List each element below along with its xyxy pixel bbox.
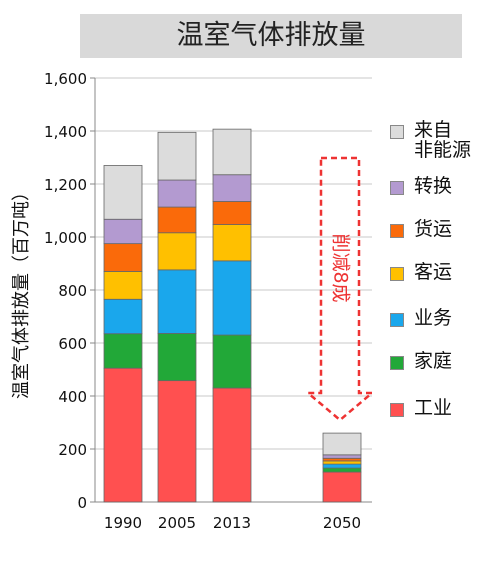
bar-segment — [212, 201, 252, 225]
bar-segment — [157, 269, 197, 334]
bar-segment — [212, 224, 252, 262]
legend-swatch — [390, 181, 404, 195]
bar-segment — [322, 460, 362, 465]
reduction-label: 削减8成 — [330, 233, 352, 302]
legend-item: 转换 — [390, 176, 452, 196]
legend-item: 客运 — [390, 262, 452, 282]
legend-item: 货运 — [390, 219, 452, 239]
y-tick-label: 0 — [77, 494, 87, 512]
x-tick-label: 2013 — [213, 514, 251, 532]
bar-segment — [322, 471, 362, 503]
y-tick-label: 400 — [58, 388, 87, 406]
bar-segment — [157, 333, 197, 382]
legend-label: 客运 — [414, 261, 453, 283]
y-tick-label: 1,400 — [44, 123, 87, 141]
chart-title: 温室气体排放量 — [176, 20, 366, 51]
bar-segment — [212, 128, 252, 176]
legend-label: 来自 非能源 — [414, 119, 472, 161]
bar-segment — [322, 432, 362, 456]
legend-item: 家庭 — [390, 351, 452, 371]
legend-label: 家庭 — [414, 350, 453, 372]
bar-segment — [157, 206, 197, 234]
legend-swatch — [390, 356, 404, 370]
bar-segment — [157, 380, 197, 503]
legend-label: 货运 — [414, 218, 453, 240]
bar-segment — [322, 454, 362, 459]
bar-segment — [103, 333, 143, 369]
bar-segment — [322, 467, 362, 473]
legend-swatch — [390, 267, 404, 281]
y-tick-label: 800 — [58, 282, 87, 300]
bar-segment — [157, 179, 197, 208]
bar-segment — [212, 260, 252, 336]
y-tick-label: 1,600 — [44, 70, 87, 88]
y-tick-label: 200 — [58, 441, 87, 459]
legend-swatch — [390, 313, 404, 327]
y-tick-label: 1,200 — [44, 176, 87, 194]
legend-item: 工业 — [390, 398, 452, 418]
bar-segment — [157, 232, 197, 271]
x-tick-label: 2005 — [158, 514, 196, 532]
x-tick-label: 1990 — [104, 514, 142, 532]
legend-swatch — [390, 224, 404, 238]
bar-segment — [212, 174, 252, 202]
x-tick-label: 2050 — [323, 514, 361, 532]
legend-label: 业务 — [414, 307, 453, 329]
bar-segment — [103, 298, 143, 335]
legend-label: 工业 — [414, 397, 453, 419]
bar-segment — [103, 218, 143, 245]
legend-swatch — [390, 403, 404, 417]
y-tick-label: 600 — [58, 335, 87, 353]
bar-segment — [103, 271, 143, 300]
bar-segment — [103, 243, 143, 272]
bar-segment — [212, 334, 252, 389]
bar-segment — [157, 131, 197, 181]
y-tick-label: 1,000 — [44, 229, 87, 247]
bar-segment — [322, 463, 362, 469]
bar-segment — [212, 387, 252, 503]
legend-item: 业务 — [390, 308, 452, 328]
title-background — [80, 14, 462, 58]
bar-segment — [103, 367, 143, 503]
legend-label: 转换 — [414, 175, 453, 197]
reduction-arrow — [304, 156, 376, 422]
legend-item: 来自 非能源 — [390, 120, 471, 160]
bar-segment — [103, 165, 143, 220]
legend-swatch — [390, 125, 404, 139]
